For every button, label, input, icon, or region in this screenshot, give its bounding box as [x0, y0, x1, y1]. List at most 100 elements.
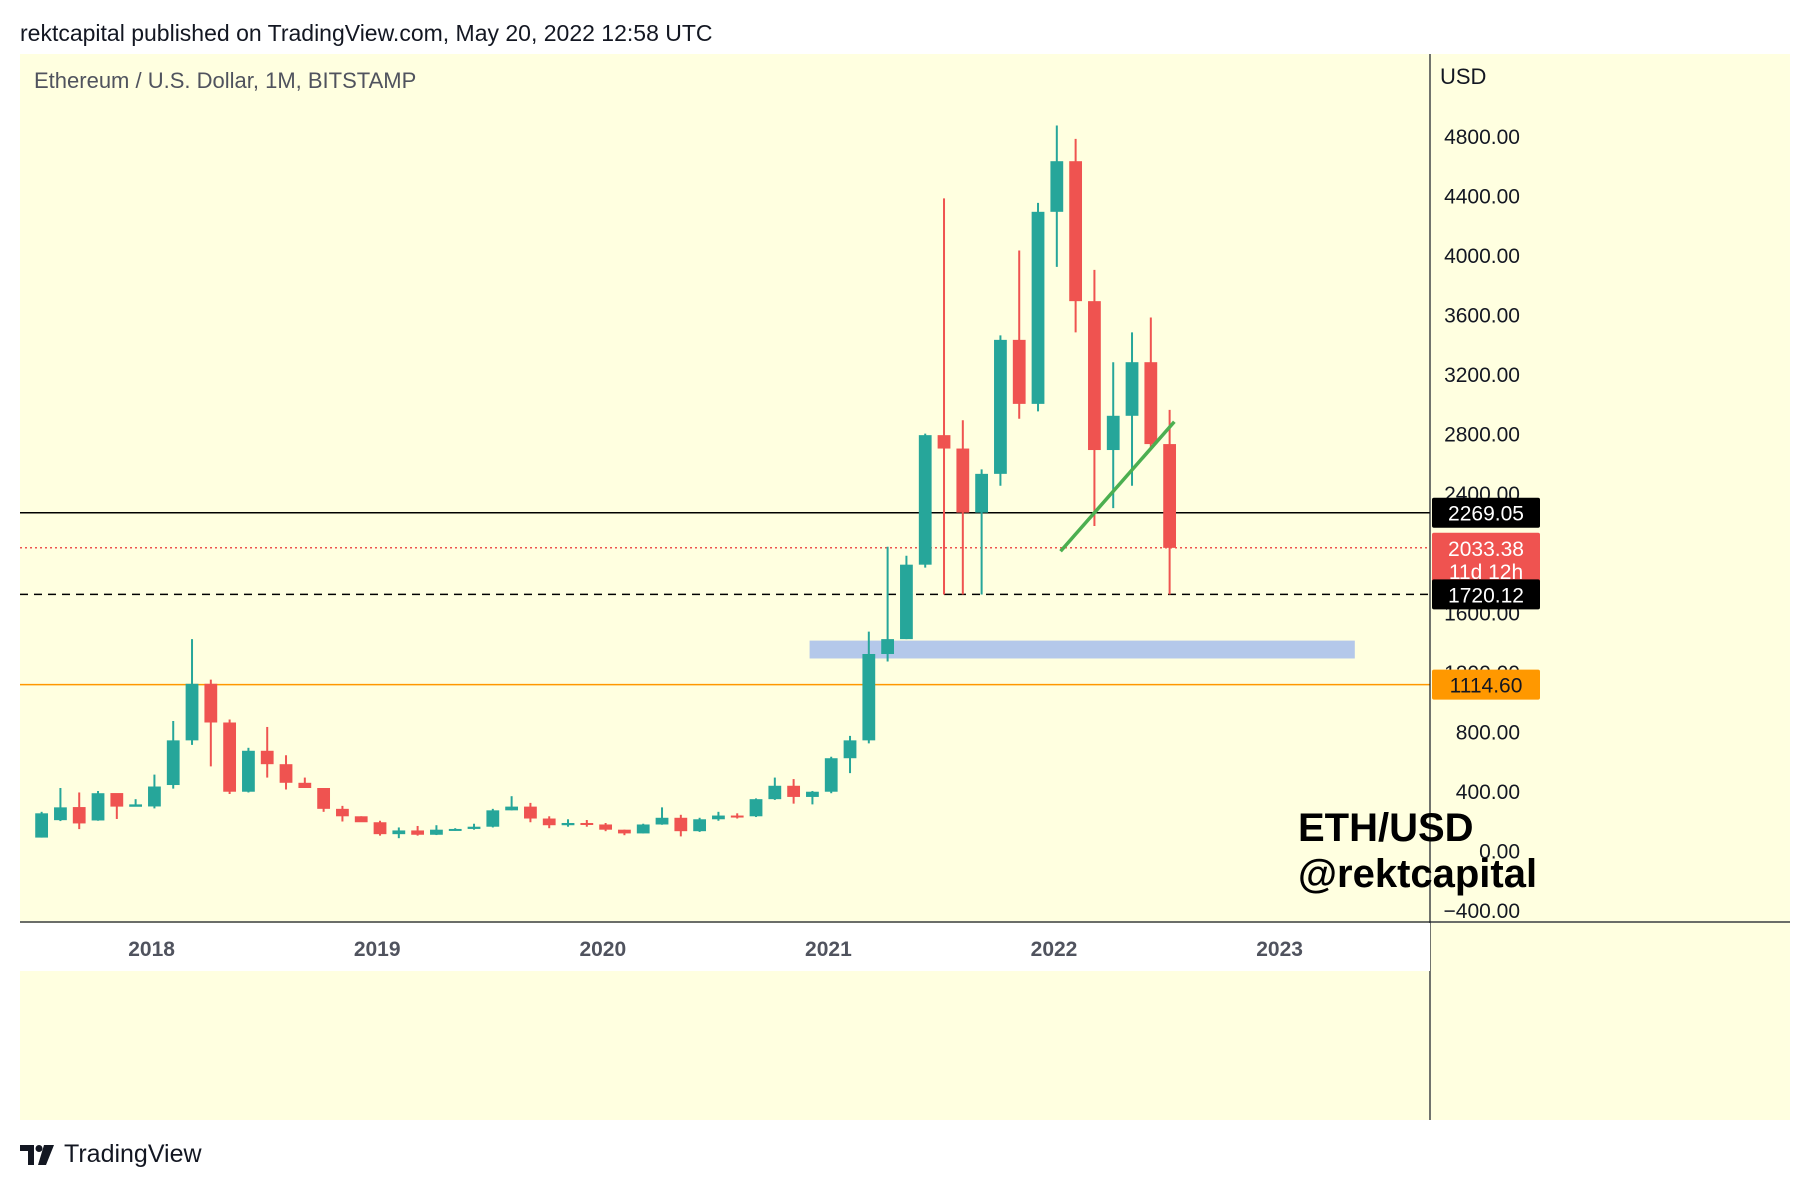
candle-body [975, 473, 989, 513]
candle-body [72, 807, 86, 824]
candle-body [148, 786, 161, 807]
x-tick-label: 2020 [579, 938, 626, 961]
candles [35, 125, 1177, 839]
candle-body [561, 822, 575, 826]
support-band [809, 640, 1355, 659]
axes: 4800.00 4400.00 4000.00 3600.00 3200.00 2800.… [20, 54, 1790, 1120]
candle [185, 639, 199, 745]
candle-body [430, 829, 443, 835]
candle [1125, 332, 1139, 486]
y-tick-label: 4000.00 [1444, 245, 1520, 268]
candle-body [655, 817, 669, 825]
candle-body [467, 826, 481, 829]
candle-body [336, 808, 349, 817]
candle-body [843, 740, 857, 759]
candle-body [486, 810, 500, 827]
candle-body [317, 788, 331, 809]
y-tick-label: 400.00 [1456, 781, 1520, 804]
candle [336, 805, 349, 822]
candle [674, 814, 688, 837]
candle-body [298, 782, 312, 789]
candle [712, 811, 725, 821]
candle [1050, 125, 1064, 267]
footer: TradingView [20, 1140, 202, 1169]
candle [862, 631, 876, 744]
candle-body [1088, 301, 1101, 451]
publisher-line: rektcapital published on TradingView.com… [20, 20, 713, 46]
candle-body [956, 448, 970, 513]
candle-body [730, 815, 744, 818]
candle [1031, 202, 1045, 412]
x-tick-label: 2021 [805, 938, 852, 961]
candle [881, 546, 895, 662]
chart-title: Ethereum / U.S. Dollar, 1M, BITSTAMP [34, 68, 416, 93]
candlestick-chart[interactable]: 4800.00 4400.00 4000.00 3600.00 3200.00 2800.… [20, 54, 1790, 1120]
y-tick-label: 4800.00 [1444, 126, 1520, 149]
candle-body [1144, 362, 1158, 445]
candle [524, 802, 537, 823]
candle [204, 679, 218, 767]
candle-body [54, 807, 67, 821]
candle-body [279, 764, 293, 783]
time-axis-background [20, 923, 1430, 971]
y-tick-label: 3600.00 [1444, 305, 1520, 328]
candle-body [1012, 339, 1026, 404]
y-tick-label: 0.00 [1479, 841, 1520, 864]
price-label-text: 1114.60 [1450, 675, 1523, 698]
candle-body [937, 435, 951, 449]
candle [937, 198, 951, 595]
candle-body [768, 785, 782, 800]
candle-body [185, 683, 199, 741]
x-tick-label: 2018 [128, 938, 175, 961]
price-label-box [1432, 497, 1540, 528]
candle-body [260, 750, 274, 765]
candle-body [1106, 415, 1120, 451]
candle [580, 820, 594, 827]
candle [467, 823, 481, 830]
watermark-pair: ETH/USD [1298, 806, 1474, 850]
candle [1012, 250, 1026, 419]
axis-currency: USD [1440, 64, 1486, 89]
price-level-lines [20, 511, 1430, 686]
candle-body [994, 339, 1007, 474]
candle [373, 820, 387, 836]
candle [279, 755, 293, 790]
candle-body [505, 806, 519, 811]
candle-body [392, 830, 406, 835]
candle-body [1163, 444, 1177, 548]
candle [110, 793, 124, 819]
candle [1088, 269, 1101, 526]
candle [730, 813, 744, 819]
candle-body [354, 816, 368, 823]
candle [787, 779, 801, 804]
candle [392, 827, 406, 839]
trendline [1059, 420, 1176, 553]
tradingview-logo-icon [20, 1144, 54, 1165]
candle [486, 808, 500, 828]
watermark-handle: @rektcapital [1298, 852, 1537, 896]
candle-body [824, 758, 838, 792]
candle [411, 825, 425, 836]
candle-body [636, 824, 650, 834]
chart-frame[interactable]: 4800.00 4400.00 4000.00 3600.00 3200.00 2800.… [20, 54, 1790, 1120]
candle [599, 822, 613, 832]
candle [542, 816, 556, 829]
candle-body [1069, 161, 1083, 302]
candle [72, 792, 86, 830]
candle-body [35, 813, 49, 838]
candle-body [599, 824, 613, 830]
candle [1106, 362, 1120, 509]
candle [806, 790, 819, 805]
candle [975, 469, 989, 595]
candle-body [373, 822, 387, 835]
candle-body [223, 722, 237, 792]
y-tick-label: 800.00 [1456, 721, 1520, 744]
price-label-box [1432, 532, 1540, 585]
candle-body [749, 799, 763, 817]
price-label-box [1432, 579, 1540, 610]
candle-body [787, 785, 801, 797]
candle [1069, 138, 1083, 333]
candle [994, 335, 1007, 486]
candle [505, 796, 519, 811]
candle [298, 777, 312, 789]
